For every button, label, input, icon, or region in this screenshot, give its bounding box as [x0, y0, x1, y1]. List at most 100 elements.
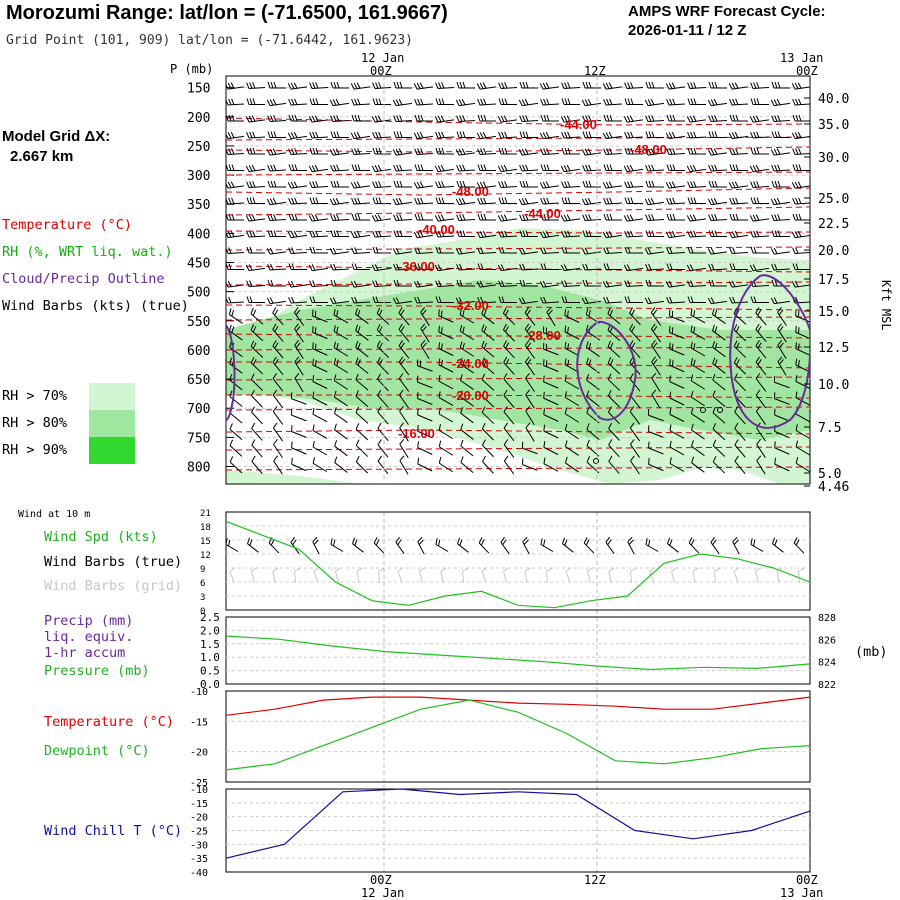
- upper-wind-barb: [309, 280, 329, 288]
- barb-shaft: [630, 460, 640, 475]
- upper-wind-barb: [539, 280, 559, 288]
- barb-shaft: [688, 542, 700, 554]
- barb-feather: [228, 247, 232, 254]
- barb-feather: [648, 180, 652, 188]
- upper-wind-barb: [273, 439, 283, 458]
- barb-shaft: [774, 447, 790, 455]
- barb-feather: [503, 214, 508, 221]
- barb-feather: [413, 182, 418, 189]
- barb-feather: [666, 297, 670, 304]
- upper-wind-barb: [623, 214, 643, 222]
- barb-feather: [584, 297, 589, 304]
- legend-dewpoint: Dewpoint (°C): [44, 743, 150, 759]
- barb-shaft: [273, 444, 283, 458]
- barb-feather: [354, 247, 358, 254]
- barb-feather: [434, 264, 439, 271]
- upper-wind-barb: [498, 296, 517, 303]
- barb-shaft: [627, 541, 635, 555]
- upper-wind-barb: [707, 148, 727, 156]
- barb-feather: [503, 439, 509, 445]
- barb-feather: [417, 263, 421, 270]
- barb-feather: [414, 198, 418, 205]
- barb-feather: [399, 131, 403, 138]
- barb-feather: [287, 231, 292, 238]
- barb-feather: [309, 280, 313, 287]
- barb-feather: [294, 148, 298, 155]
- barb-feather: [329, 248, 334, 255]
- barb-feather: [293, 131, 298, 139]
- upper-wind-barb: [250, 373, 264, 392]
- barb-feather: [630, 131, 634, 138]
- barb-feather: [581, 198, 586, 205]
- upper-wind-barb: [586, 374, 600, 391]
- barb-feather: [252, 342, 257, 349]
- barb-shaft: [457, 543, 469, 553]
- barb-feather: [609, 148, 613, 155]
- upper-wind-barb: [435, 246, 454, 254]
- barb-shaft: [734, 378, 746, 392]
- upper-wind-barb: [413, 230, 433, 239]
- upper-wind-barb: [308, 164, 328, 173]
- upper-wind-barb: [525, 406, 535, 426]
- barb-feather: [392, 99, 397, 106]
- barb-feather: [480, 213, 484, 221]
- barb-feather: [627, 280, 631, 287]
- barb-feather: [462, 164, 466, 171]
- barb-shaft: [417, 541, 425, 555]
- surface-grid-barb: [713, 568, 721, 584]
- barb-feather: [791, 132, 796, 139]
- upper-wind-barb: [377, 373, 389, 392]
- barb-feather: [438, 230, 442, 238]
- barb-feather: [586, 439, 590, 446]
- barb-feather: [477, 114, 481, 122]
- barb-feather: [376, 307, 381, 314]
- upper-wind-barb: [414, 263, 433, 270]
- barb-feather: [435, 231, 439, 238]
- barb-feather: [504, 147, 508, 155]
- barb-feather: [522, 115, 526, 122]
- upper-wind-barb: [756, 439, 766, 458]
- height-tick-label: 12.5: [818, 341, 849, 356]
- barb-feather: [777, 307, 782, 313]
- barb-feather: [288, 198, 292, 205]
- upper-wind-barb: [624, 296, 643, 303]
- barb-feather: [606, 114, 610, 122]
- barb-feather: [581, 297, 586, 304]
- barb-feather: [230, 181, 235, 188]
- upper-wind-barb: [539, 230, 559, 239]
- barb-feather: [669, 539, 673, 546]
- barb-feather: [777, 115, 781, 122]
- upper-wind-barb: [438, 407, 454, 423]
- upper-wind-barb: [434, 115, 454, 123]
- barb-shaft: [712, 379, 726, 391]
- upper-wind-barb: [502, 307, 516, 326]
- barb-feather: [435, 538, 438, 545]
- barb-feather: [708, 279, 712, 287]
- temperature-contour: [226, 429, 810, 435]
- upper-wind-barb: [229, 373, 243, 391]
- barb-feather: [627, 181, 631, 188]
- barb-feather: [519, 131, 523, 138]
- upper-wind-barb: [435, 296, 454, 303]
- barb-feather: [229, 439, 234, 446]
- barb-feather: [686, 165, 691, 172]
- upper-wind-barb: [644, 297, 664, 305]
- barb-feather: [311, 115, 316, 122]
- model-grid-value: 2.667 km: [10, 148, 74, 165]
- barb-feather: [543, 263, 547, 270]
- barb-feather: [584, 99, 589, 106]
- barb-feather: [413, 83, 418, 90]
- barb-feather: [648, 263, 652, 271]
- barb-shaft: [417, 447, 433, 455]
- barb-feather: [629, 373, 634, 380]
- upper-wind-barb: [435, 197, 454, 204]
- barb-feather: [546, 114, 550, 122]
- barb-feather: [776, 567, 783, 572]
- barb-feather: [666, 164, 670, 171]
- upper-wind-barb: [770, 197, 790, 206]
- barb-feather: [502, 307, 507, 314]
- upper-wind-barb: [414, 98, 434, 106]
- upper-wind-barb: [267, 131, 286, 138]
- bottom-tick-00z-a: 00Z: [370, 873, 392, 887]
